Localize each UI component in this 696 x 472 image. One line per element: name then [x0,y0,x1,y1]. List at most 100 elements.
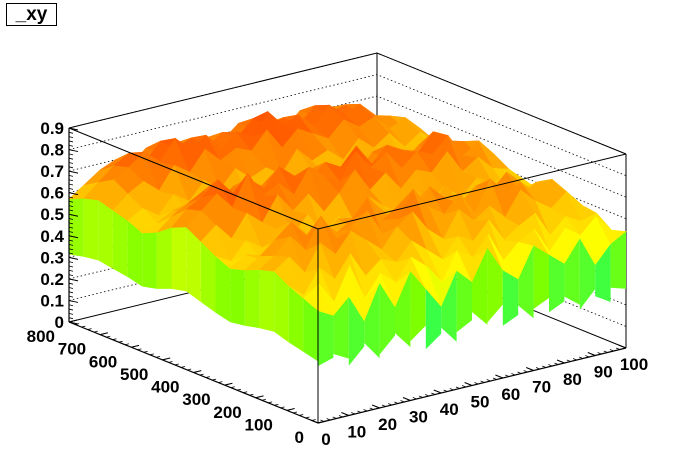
surface-skirt-front [379,283,395,355]
x-tick-label: 90 [594,363,613,382]
y-minor-tick [187,368,192,371]
x-minor-tick [412,397,417,400]
x-minor-tick [542,365,547,368]
x-minor-tick [449,388,454,391]
y-tick-label: 0 [295,428,304,447]
y-minor-tick [243,391,248,394]
z-minor-tick [68,304,74,307]
y-minor-tick [199,373,204,376]
y-minor-tick [268,401,273,404]
x-minor-tick [548,364,553,367]
surface-skirt-front [441,270,457,342]
y-minor-tick [261,398,266,401]
z-minor-tick [68,235,74,238]
x-minor-tick [554,362,559,365]
z-minor-tick [68,175,74,177]
surface-skirt-front [395,271,411,348]
x-minor-tick [375,406,380,409]
y-minor-tick [162,358,167,361]
z-minor-tick [68,269,74,272]
surface-skirt-front [410,271,426,342]
surface-skirt-left [186,227,201,302]
z-tick-label: 0.5 [40,205,64,224]
x-minor-tick [529,368,534,371]
y-minor-tick [280,406,285,409]
x-minor-tick [560,361,565,364]
z-tick-label: 0.3 [40,248,64,267]
y-minor-tick [131,345,136,348]
y-minor-tick [168,361,173,363]
surface-skirt-front [502,270,519,326]
x-minor-tick [314,421,319,424]
y-tick-label: 300 [182,390,210,409]
x-minor-tick [394,401,399,404]
z-minor-tick [68,239,74,242]
x-minor-tick [437,391,442,394]
y-minor-tick [137,348,142,351]
y-tick-label: 600 [89,352,117,371]
surface-skirt-left [171,227,187,292]
y-minor-tick [100,333,105,336]
y-minor-tick [149,353,154,356]
x-minor-tick [468,383,473,386]
x-minor-tick [591,353,596,356]
y-minor-tick [81,325,86,328]
z-tick-label: 0.4 [40,227,64,246]
z-minor-tick [68,308,74,311]
z-minor-tick [68,256,74,259]
surface-skirt-left [215,256,231,323]
y-minor-tick [174,363,179,366]
x-tick-label: 10 [347,423,366,442]
y-minor-tick [180,366,186,368]
x-minor-tick [622,346,627,349]
y-minor-tick [293,411,298,414]
z-minor-tick [68,282,74,285]
z-minor-tick [68,140,74,143]
x-tick-label: 60 [501,385,520,404]
x-tick-label: 80 [563,370,582,389]
x-minor-tick [535,367,540,370]
x-minor-tick [406,398,411,401]
x-tick-label: 100 [620,355,648,374]
x-minor-tick [326,418,331,421]
x-minor-tick [338,415,343,418]
surface-skirt-left [200,241,216,313]
surface-skirt-front [456,270,472,333]
surface-skirt-left [142,232,157,289]
z-minor-tick [68,131,74,134]
x-tick-label: 0 [321,430,330,449]
y-minor-tick [255,396,260,399]
x-minor-tick [461,385,466,388]
z-minor-tick [68,157,74,160]
z-tick-label: 0 [55,313,64,332]
y-minor-tick [230,386,235,389]
x-minor-tick [505,374,510,377]
y-minor-tick [143,350,148,353]
z-minor-tick [68,300,74,302]
surface-skirt-front [472,248,488,325]
x-tick-label: 50 [471,393,490,412]
z-minor-tick [68,252,74,255]
z-minor-tick [68,209,74,212]
y-minor-tick [311,419,316,421]
y-tick-label: 800 [27,327,55,346]
surface-skirt-left [112,210,128,277]
z-minor-tick [68,218,74,220]
surface-skirt-front [333,296,349,359]
z-minor-tick [68,170,74,173]
y-minor-tick [317,421,322,424]
surface-skirt-left [230,268,245,326]
y-minor-tick [249,393,254,396]
y-minor-tick [305,416,310,419]
surface-skirt-front [595,244,611,302]
x-minor-tick [566,359,571,362]
x-tick-label: 70 [532,378,551,397]
surface-skirt-front [549,254,565,313]
x-minor-tick [400,400,405,403]
y-minor-tick [93,330,98,333]
z-minor-tick [68,192,74,195]
histogram-title: _xy [6,3,57,26]
x-minor-tick [455,386,460,389]
z-minor-tick [68,187,74,190]
y-minor-tick [299,414,304,416]
